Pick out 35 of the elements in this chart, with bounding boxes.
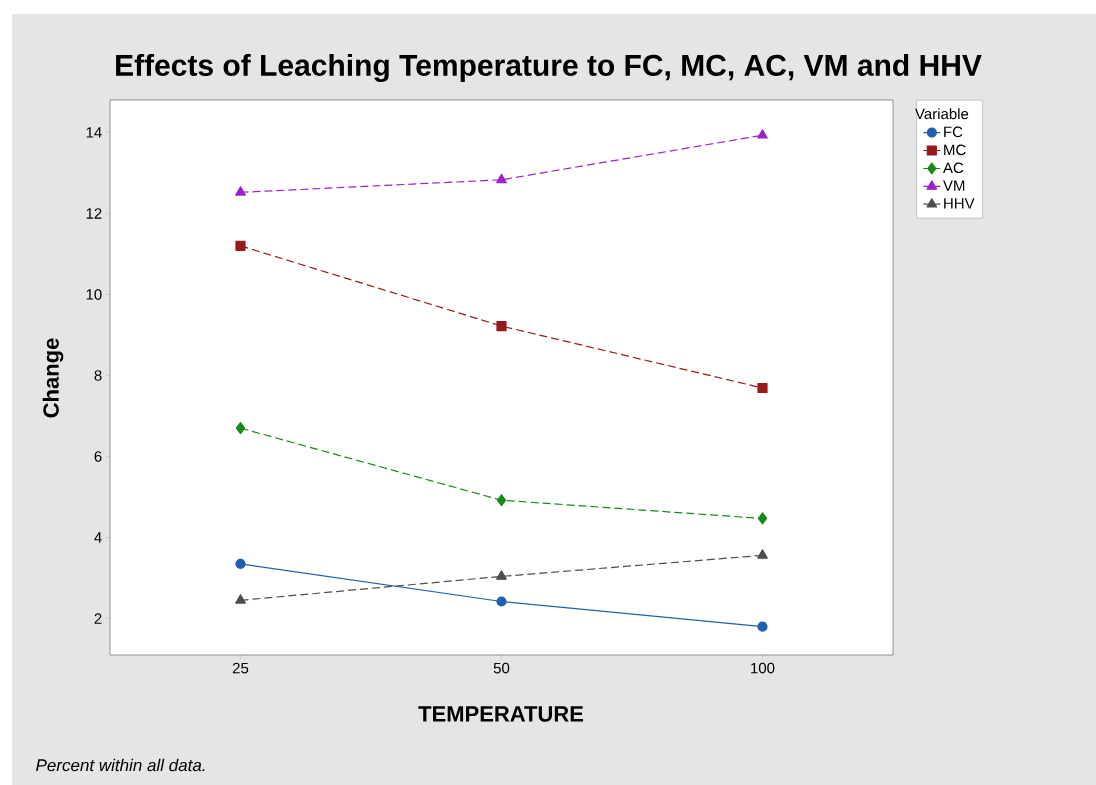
point [496, 173, 507, 184]
point [757, 621, 768, 632]
point [235, 422, 246, 435]
point [496, 596, 507, 607]
y-tick-label: 6 [94, 451, 102, 462]
point [496, 570, 507, 580]
point [757, 549, 768, 559]
y-tick-label: 14 [86, 127, 102, 138]
point [235, 186, 246, 196]
text: Percent within all data. [36, 758, 205, 772]
legend-label: FC [944, 126, 963, 138]
legend-label: AC [942, 162, 964, 174]
y-tick-label: 10 [86, 289, 102, 300]
y-tick-label: 8 [94, 370, 102, 381]
point [757, 512, 768, 525]
x-tick-label: 25 [232, 662, 249, 674]
point [235, 240, 246, 251]
x-tick-label: 50 [493, 662, 510, 674]
legend-label: HHV [944, 198, 975, 209]
y-tick-label: 4 [94, 532, 102, 543]
point [235, 594, 246, 604]
chart-title: Effects of Leaching Temperature to FC, MC, AC, VM and HHV [116, 53, 982, 83]
x-tick-label: 100 [751, 662, 775, 674]
point [235, 558, 246, 569]
y-tick-label: 12 [86, 208, 102, 219]
legend-title: Variable [915, 108, 969, 120]
legend-label: MC [944, 144, 966, 156]
point [496, 494, 507, 507]
point [496, 320, 507, 332]
y-tick-label: 2 [94, 613, 102, 624]
legend-label: VM [943, 180, 965, 191]
point [757, 129, 768, 139]
y-axis-title: Change [42, 338, 64, 418]
point [757, 382, 768, 394]
x-axis-title: TEMPERATURE [418, 706, 584, 722]
